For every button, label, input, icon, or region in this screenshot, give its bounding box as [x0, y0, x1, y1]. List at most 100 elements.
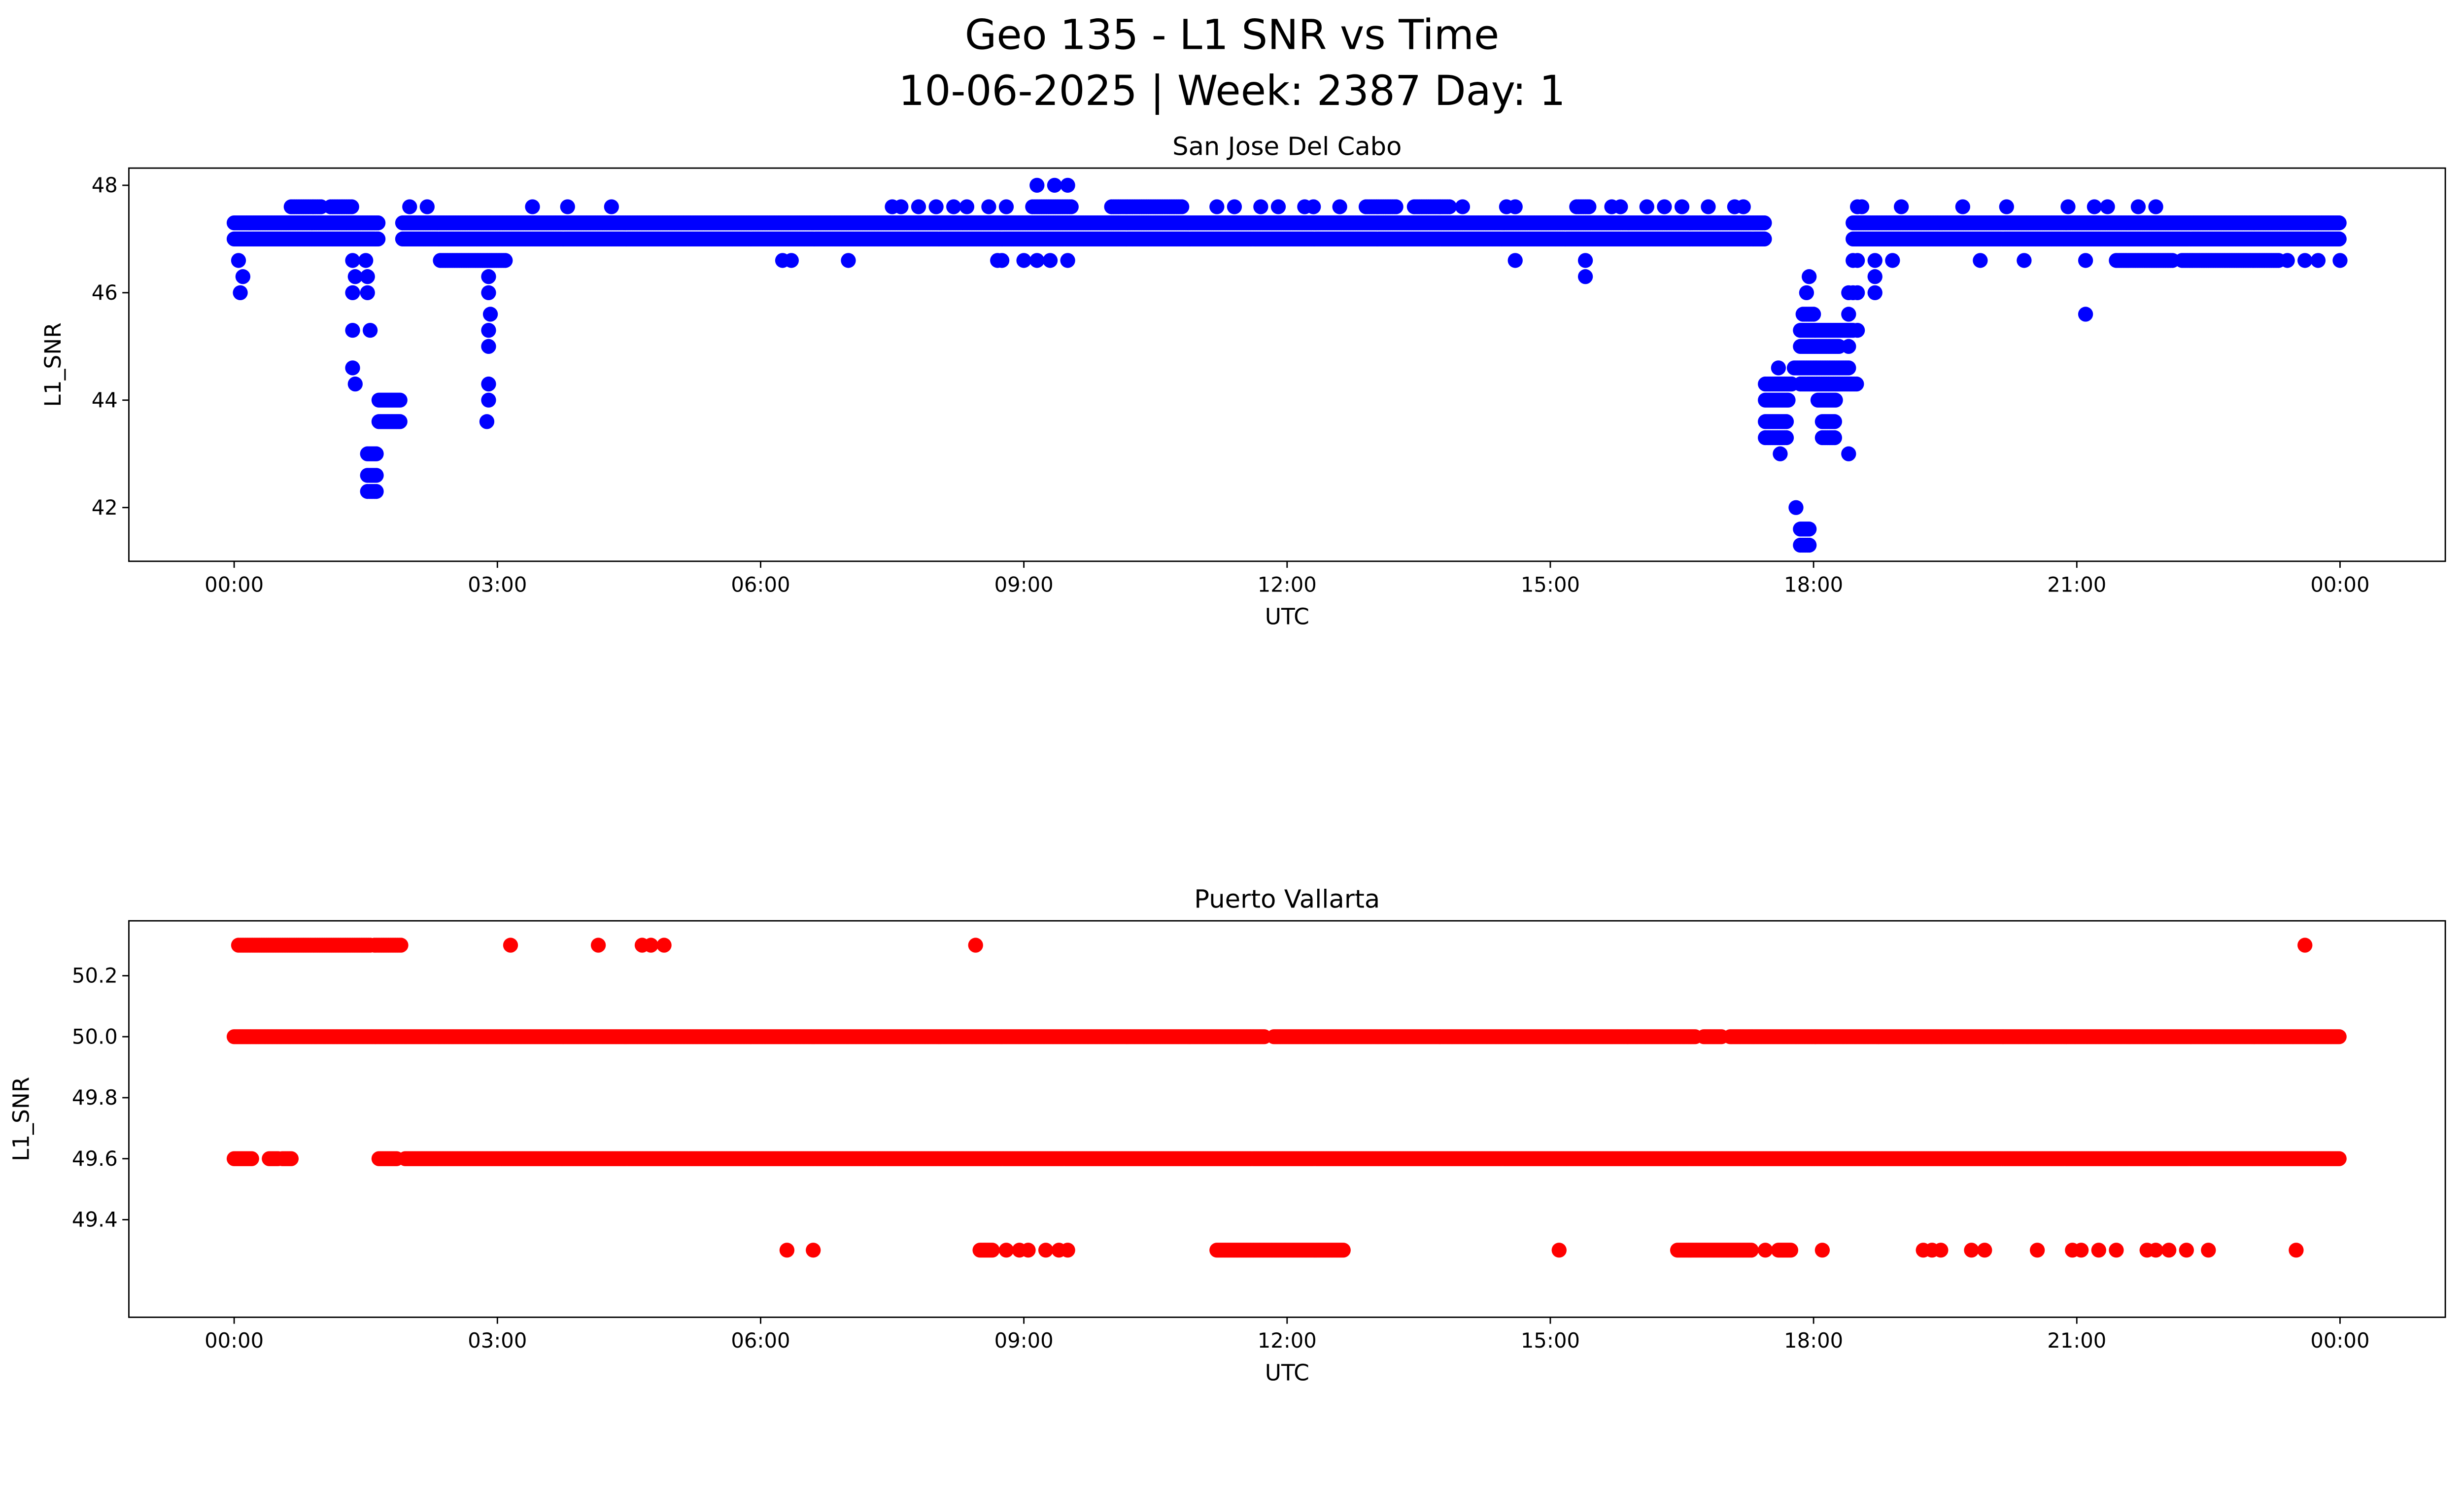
data-point — [1306, 199, 1321, 214]
data-point — [911, 199, 926, 214]
data-point — [1736, 199, 1751, 214]
data-point — [1955, 199, 1971, 214]
data-point — [784, 253, 799, 268]
data-point — [1779, 414, 1794, 429]
data-point — [959, 199, 975, 214]
data-point — [344, 199, 359, 214]
data-point — [392, 392, 408, 408]
data-point — [994, 253, 1010, 268]
data-points — [226, 938, 2347, 1258]
figure-title: Geo 135 - L1 SNR vs Time — [965, 11, 1500, 59]
data-point — [1802, 522, 1817, 537]
data-point — [2087, 199, 2102, 214]
data-point — [1780, 392, 1796, 408]
data-point — [928, 199, 944, 214]
data-point — [1999, 199, 2014, 214]
data-point — [1885, 253, 1900, 268]
data-point — [347, 269, 363, 284]
data-point — [1577, 269, 1593, 284]
x-tick-label: 09:00 — [994, 572, 1054, 596]
data-point — [2331, 1029, 2347, 1044]
data-point — [1227, 199, 1242, 214]
x-tick-label: 00:00 — [2310, 572, 2369, 596]
data-point — [1846, 253, 1861, 268]
data-point — [1799, 285, 1814, 301]
data-point — [1854, 199, 1870, 214]
subplot-title: San Jose Del Cabo — [1172, 133, 1402, 162]
data-point — [2310, 253, 2326, 268]
data-point — [2100, 199, 2115, 214]
data-point — [998, 199, 1014, 214]
data-point — [1701, 199, 1716, 214]
data-point — [1507, 199, 1523, 214]
data-point — [362, 322, 378, 338]
data-point — [2331, 231, 2347, 246]
x-tick-label: 12:00 — [1258, 572, 1317, 596]
data-point — [231, 253, 246, 268]
subplot-puerto-vallarta: 00:00 03:00 06:00 09:00 12:00 15:00 18:00 21:00… — [8, 885, 2446, 1386]
data-point — [2280, 253, 2295, 268]
data-point — [1332, 199, 1347, 214]
data-point — [1639, 199, 1654, 214]
figure: Geo 135 - L1 SNR vs Time 10-06-2025 | We… — [8, 11, 2446, 1386]
data-point — [1841, 360, 1856, 376]
data-point — [1827, 430, 1842, 446]
data-point — [235, 269, 251, 284]
data-point — [1209, 199, 1225, 214]
data-point — [360, 285, 375, 301]
data-point — [481, 322, 496, 338]
data-point — [1849, 376, 1864, 392]
data-point — [2060, 199, 2076, 214]
data-point — [482, 307, 498, 322]
data-point — [1779, 430, 1794, 446]
data-point — [392, 414, 408, 429]
data-point — [369, 468, 384, 483]
data-point — [481, 392, 496, 408]
data-point — [1867, 269, 1882, 284]
data-point — [1827, 414, 1842, 429]
data-point — [1867, 285, 1882, 301]
data-point — [1016, 253, 1031, 268]
data-point — [1060, 177, 1075, 193]
data-point — [481, 376, 496, 392]
data-point — [347, 376, 363, 392]
data-point — [1577, 253, 1593, 268]
data-point — [1442, 199, 1457, 214]
data-point — [2017, 253, 2032, 268]
data-point — [1757, 231, 1772, 246]
data-point — [370, 215, 386, 231]
data-point — [1841, 339, 1856, 354]
data-point — [1174, 199, 1190, 214]
data-point — [893, 199, 909, 214]
x-tick-label: 18:00 — [1784, 572, 1843, 596]
data-point — [2078, 307, 2093, 322]
data-point — [1841, 446, 1856, 461]
data-point — [1788, 500, 1804, 515]
data-point — [1867, 253, 1882, 268]
data-point — [369, 484, 384, 499]
data-point — [479, 414, 495, 429]
x-tick-label: 15:00 — [1521, 572, 1580, 596]
data-point — [345, 285, 360, 301]
data-point — [481, 285, 496, 301]
x-tick-label: 00:00 — [205, 572, 264, 596]
data-point — [1849, 285, 1865, 301]
data-point — [419, 199, 435, 214]
data-point — [1029, 253, 1045, 268]
data-point — [1674, 199, 1690, 214]
data-point — [1828, 392, 1843, 408]
y-tick-label: 46 — [92, 280, 118, 305]
data-point — [2148, 199, 2163, 214]
data-point — [2297, 253, 2313, 268]
data-point — [1047, 177, 1062, 193]
data-point — [481, 339, 496, 354]
data-point — [2331, 215, 2347, 231]
subplot-san-jose-del-cabo: 00:00 03:00 06:00 09:00 12:00 15:00 18:00 21:00… — [40, 133, 2446, 630]
data-point — [369, 446, 384, 461]
data-point — [1507, 253, 1523, 268]
data-point — [946, 199, 961, 214]
data-point — [1042, 253, 1058, 268]
data-point — [1657, 199, 1672, 214]
data-point — [1773, 446, 1788, 461]
data-point — [1455, 199, 1471, 214]
